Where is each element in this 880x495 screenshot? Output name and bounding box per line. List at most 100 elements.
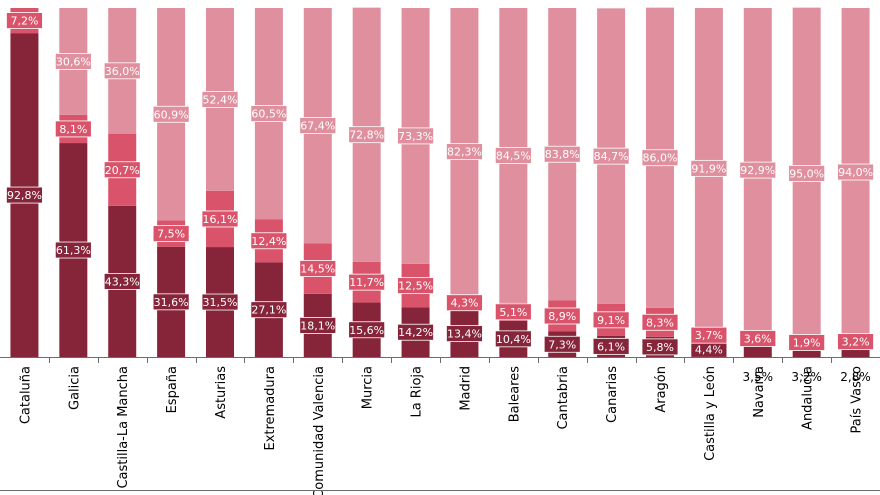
- data-label-box: [543, 307, 581, 325]
- data-label: 10,4%: [496, 333, 531, 346]
- data-label-box: [592, 311, 630, 329]
- data-label-box: [592, 337, 630, 355]
- data-label: 2,8%: [840, 370, 871, 384]
- data-label-box: [641, 313, 679, 331]
- data-label: 14,2%: [398, 326, 433, 339]
- data-label: 9,1%: [597, 314, 625, 327]
- data-label-box: [788, 334, 826, 351]
- category-label: La Rioja: [410, 366, 425, 418]
- data-label-box: [446, 143, 483, 161]
- data-label-box: [250, 105, 288, 122]
- data-label: 27,1%: [251, 304, 286, 317]
- data-label: 94,0%: [838, 166, 873, 179]
- data-label-box: [299, 117, 337, 135]
- category-label: Madrid: [458, 366, 473, 411]
- data-label: 3,6%: [744, 333, 772, 346]
- data-label: 4,4%: [695, 343, 723, 356]
- data-label: 72,8%: [349, 129, 384, 142]
- data-label-box: [446, 325, 483, 343]
- category-label: Murcia: [361, 366, 376, 409]
- category-labels-layer: Cataluña Galicia Castilla-La Mancha España A…: [18, 366, 864, 495]
- data-label-box: [54, 241, 92, 259]
- category-label: Baleares: [507, 366, 522, 423]
- data-label-box: [494, 303, 532, 321]
- data-label-box: [103, 273, 141, 290]
- bar-segment-1: [743, 344, 772, 357]
- data-label: 31,6%: [154, 296, 189, 309]
- data-label-box: [6, 186, 43, 204]
- data-label: 95,0%: [789, 167, 824, 180]
- data-label: 84,5%: [496, 149, 531, 162]
- data-label-box: [201, 210, 239, 228]
- category-label: Castilla-La Mancha: [116, 366, 131, 489]
- data-label: 86,0%: [643, 152, 678, 165]
- data-label: 3,2%: [791, 370, 822, 384]
- category-label: Cantabria: [556, 366, 571, 430]
- data-label: 3,7%: [695, 329, 723, 342]
- data-label: 61,3%: [56, 244, 91, 257]
- data-label-box: [837, 163, 874, 181]
- data-label-box: [250, 301, 288, 319]
- data-label-box: [690, 326, 728, 344]
- category-label: Asturias: [214, 366, 229, 419]
- category-label: Navarra: [752, 366, 767, 418]
- data-label: 12,5%: [398, 280, 433, 293]
- data-label: 7,5%: [157, 228, 185, 241]
- category-label: País Vasco: [850, 366, 865, 434]
- data-label: 12,4%: [251, 235, 286, 248]
- data-label: 8,3%: [646, 316, 674, 329]
- data-label: 11,7%: [349, 276, 384, 289]
- data-label: 20,7%: [105, 164, 140, 177]
- data-label: 60,5%: [251, 108, 286, 121]
- data-label-box: [152, 225, 190, 243]
- data-label-box: [201, 293, 239, 311]
- data-label-box: [54, 120, 92, 138]
- category-label: España: [165, 366, 180, 413]
- category-label: Comunidad Valencia: [312, 366, 327, 495]
- data-label: 1,9%: [793, 337, 821, 350]
- data-label: 31,5%: [203, 296, 238, 309]
- data-label: 13,4%: [447, 328, 482, 341]
- data-label-box: [397, 323, 434, 341]
- data-label-box: [397, 277, 434, 295]
- data-labels-layer: 92,8% 7,2% 61,3% 8,1% 30,6% 43,3% 20,7% 36,0% 31…: [6, 12, 874, 384]
- data-label-box: [152, 105, 190, 123]
- data-label-box: [348, 321, 386, 339]
- data-label-box: [543, 335, 581, 353]
- data-label-box: [494, 330, 532, 348]
- category-label: Extremadura: [263, 366, 278, 451]
- data-label: 91,9%: [691, 162, 726, 175]
- data-label-box: [299, 317, 337, 334]
- data-label: 82,3%: [447, 146, 482, 159]
- data-label: 4,3%: [450, 297, 478, 310]
- x-axis-ticks: [49, 357, 832, 363]
- data-label: 14,5%: [300, 263, 335, 276]
- data-label: 7,2%: [10, 15, 38, 28]
- bar-segment-1: [792, 345, 821, 357]
- data-label: 5,8%: [646, 341, 674, 354]
- data-label: 84,7%: [594, 150, 629, 163]
- data-label: 3,2%: [842, 336, 870, 349]
- category-label: Andalucía: [801, 366, 816, 430]
- data-label: 30,6%: [56, 55, 91, 68]
- data-label-box: [592, 147, 630, 165]
- data-label-box: [837, 333, 874, 351]
- data-label: 67,4%: [300, 120, 335, 133]
- data-label: 5,1%: [499, 306, 527, 319]
- category-label: Cataluña: [18, 366, 33, 424]
- data-label: 60,9%: [154, 108, 189, 121]
- data-label: 8,1%: [59, 123, 87, 136]
- data-label-box: [739, 161, 777, 179]
- bars-layer: [10, 7, 870, 358]
- data-label-box: [446, 294, 483, 312]
- data-label-box: [103, 161, 141, 179]
- data-label: 18,1%: [300, 319, 335, 332]
- data-label: 7,3%: [548, 338, 576, 351]
- data-label: 43,3%: [105, 275, 140, 288]
- data-label-box: [348, 126, 386, 144]
- category-label: Aragón: [654, 366, 669, 413]
- data-label-box: [739, 330, 777, 347]
- bar-segment-1: [841, 347, 870, 357]
- category-label: Canarias: [605, 366, 620, 423]
- category-label: Castilla y León: [703, 366, 718, 461]
